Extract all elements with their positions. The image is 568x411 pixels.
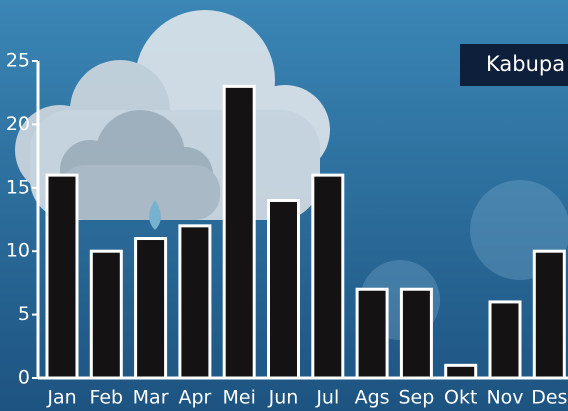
bar xyxy=(313,175,343,378)
x-tick-label: Des xyxy=(531,387,567,409)
bar xyxy=(446,365,476,378)
bar xyxy=(490,302,520,378)
x-tick-label: Apr xyxy=(178,387,211,409)
x-tick-label: Jan xyxy=(46,387,76,409)
bar xyxy=(357,289,387,378)
bar xyxy=(401,289,431,378)
x-tick-label: Ags xyxy=(355,387,390,409)
bar xyxy=(180,226,210,378)
bar xyxy=(224,86,254,378)
y-tick-label: 20 xyxy=(6,113,30,135)
x-tick-label: Nov xyxy=(486,387,523,409)
y-tick-label: 10 xyxy=(6,240,30,262)
chart-title: Kabupa xyxy=(486,52,565,76)
x-tick-label: Mei xyxy=(223,387,256,409)
bar xyxy=(269,200,299,378)
x-tick-label: Okt xyxy=(444,387,477,409)
x-tick-label: Jun xyxy=(268,387,299,409)
x-tick-label: Jul xyxy=(315,387,339,409)
bar xyxy=(534,251,564,378)
page: {"chart_data": {"type": "bar", "title": … xyxy=(0,0,568,411)
y-tick-label: 15 xyxy=(6,176,30,198)
bar xyxy=(136,239,166,378)
x-tick-label: Mar xyxy=(133,387,169,409)
x-tick-label: Feb xyxy=(89,387,123,409)
y-tick-label: 5 xyxy=(18,303,30,325)
bar xyxy=(47,175,77,378)
y-tick-label: 0 xyxy=(18,367,30,389)
y-tick-label: 25 xyxy=(6,50,30,72)
bar xyxy=(91,251,121,378)
x-tick-label: Sep xyxy=(398,387,434,409)
chart: Kabupa 0 5 10 15 20 25 Jan Feb Mar Apr Mei Jun Jul Ag… xyxy=(0,0,568,411)
